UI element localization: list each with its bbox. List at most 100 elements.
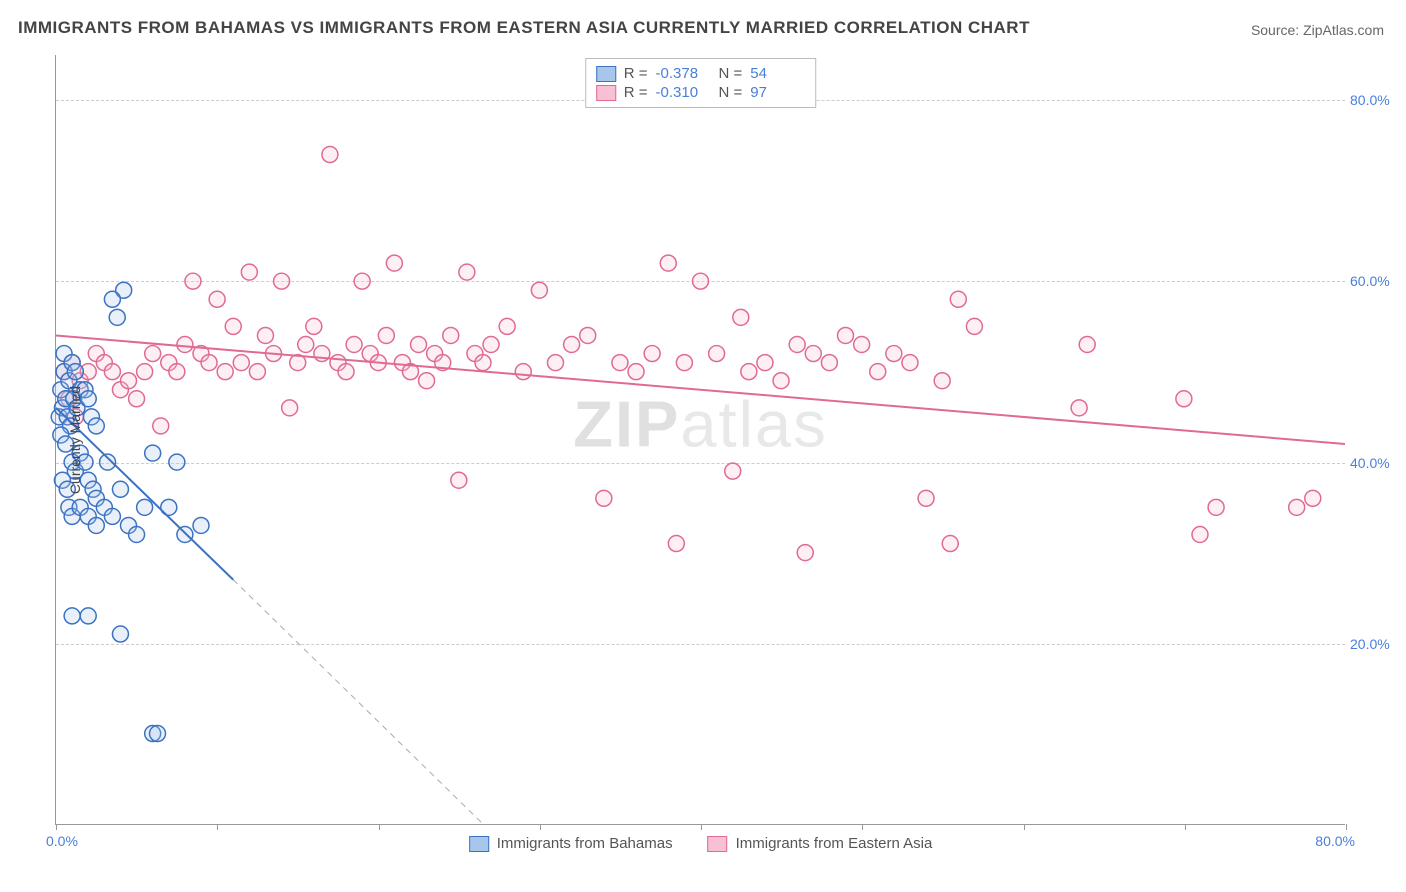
data-point <box>580 327 596 343</box>
data-point <box>88 418 104 434</box>
x-tick-mark <box>1185 824 1186 830</box>
data-point <box>741 364 757 380</box>
source-name: ZipAtlas.com <box>1303 22 1384 38</box>
data-point <box>1289 499 1305 515</box>
data-point <box>838 327 854 343</box>
data-point <box>104 291 120 307</box>
r-value-2: -0.310 <box>656 84 711 101</box>
y-tick-label: 20.0% <box>1350 636 1400 652</box>
data-point <box>282 400 298 416</box>
data-point <box>628 364 644 380</box>
x-tick-mark <box>1024 824 1025 830</box>
data-point <box>378 327 394 343</box>
data-point <box>789 337 805 353</box>
data-point <box>209 291 225 307</box>
data-point <box>185 273 201 289</box>
data-point <box>169 364 185 380</box>
y-axis-label: Currently Married <box>67 385 83 493</box>
stats-legend-box: R = -0.378 N = 54 R = -0.310 N = 97 <box>585 58 817 108</box>
data-point <box>109 309 125 325</box>
data-point <box>145 445 161 461</box>
data-point <box>902 355 918 371</box>
data-point <box>644 346 660 362</box>
data-point <box>531 282 547 298</box>
data-point <box>725 463 741 479</box>
data-point <box>298 337 314 353</box>
data-point <box>1079 337 1095 353</box>
n-value-2: 97 <box>750 84 805 101</box>
data-point <box>137 499 153 515</box>
data-point <box>201 355 217 371</box>
data-point <box>886 346 902 362</box>
data-point <box>797 545 813 561</box>
data-point <box>177 527 193 543</box>
data-point <box>612 355 628 371</box>
data-point <box>660 255 676 271</box>
data-point <box>153 418 169 434</box>
data-point <box>145 346 161 362</box>
data-point <box>515 364 531 380</box>
data-point <box>950 291 966 307</box>
data-point <box>67 364 83 380</box>
data-point <box>870 364 886 380</box>
data-point <box>459 264 475 280</box>
data-point <box>475 355 491 371</box>
data-point <box>64 608 80 624</box>
scatter-svg <box>56 55 1345 824</box>
data-point <box>121 373 137 389</box>
n-value-1: 54 <box>750 65 805 82</box>
data-point <box>1305 490 1321 506</box>
x-axis-origin-label: 0.0% <box>46 833 78 849</box>
r-value-1: -0.378 <box>656 65 711 82</box>
data-point <box>411 337 427 353</box>
chart-title: IMMIGRANTS FROM BAHAMAS VS IMMIGRANTS FR… <box>18 18 1030 38</box>
data-point <box>693 273 709 289</box>
data-point <box>112 626 128 642</box>
x-tick-mark <box>56 824 57 830</box>
x-tick-mark <box>862 824 863 830</box>
data-point <box>233 355 249 371</box>
data-point <box>451 472 467 488</box>
trend-line <box>56 335 1345 444</box>
x-tick-mark <box>1346 824 1347 830</box>
chart-plot-area: ZIPatlas 20.0%40.0%60.0%80.0% Currently … <box>55 55 1345 825</box>
data-point <box>733 309 749 325</box>
data-point <box>942 536 958 552</box>
legend-item-1: Immigrants from Bahamas <box>469 835 673 852</box>
r-label-1: R = <box>624 65 648 82</box>
data-point <box>1176 391 1192 407</box>
data-point <box>966 318 982 334</box>
data-point <box>709 346 725 362</box>
data-point <box>88 517 104 533</box>
x-tick-mark <box>379 824 380 830</box>
data-point <box>338 364 354 380</box>
data-point <box>225 318 241 334</box>
data-point <box>757 355 773 371</box>
data-point <box>346 337 362 353</box>
x-axis-max-label: 80.0% <box>1315 833 1355 849</box>
trend-line-extrapolated <box>233 580 483 824</box>
data-point <box>104 508 120 524</box>
data-point <box>419 373 435 389</box>
data-point <box>249 364 265 380</box>
source-attribution: Source: ZipAtlas.com <box>1251 22 1384 38</box>
data-point <box>193 517 209 533</box>
data-point <box>821 355 837 371</box>
swatch-series-2 <box>596 85 616 101</box>
data-point <box>499 318 515 334</box>
data-point <box>805 346 821 362</box>
data-point <box>306 318 322 334</box>
data-point <box>274 273 290 289</box>
data-point <box>918 490 934 506</box>
y-tick-label: 60.0% <box>1350 273 1400 289</box>
legend-item-2: Immigrants from Eastern Asia <box>708 835 933 852</box>
data-point <box>129 391 145 407</box>
data-point <box>443 327 459 343</box>
y-tick-label: 80.0% <box>1350 92 1400 108</box>
data-point <box>773 373 789 389</box>
data-point <box>1192 527 1208 543</box>
legend-label-1: Immigrants from Bahamas <box>497 835 673 852</box>
data-point <box>137 364 153 380</box>
x-tick-mark <box>217 824 218 830</box>
data-point <box>241 264 257 280</box>
